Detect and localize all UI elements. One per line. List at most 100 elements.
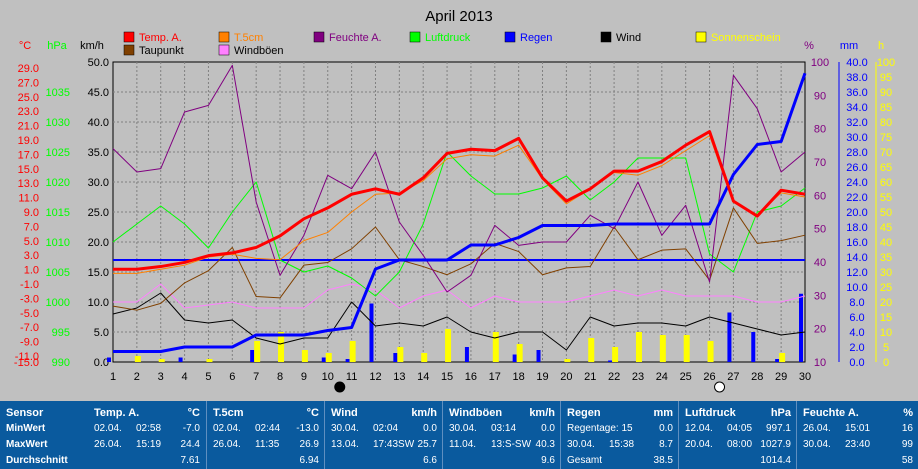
- sun-tick-label: 80: [880, 117, 892, 129]
- rain-tick-label: 38.0: [846, 72, 867, 84]
- series-line-temp-a-: [113, 130, 806, 271]
- temp-tick-label: -1.0: [20, 279, 39, 291]
- legend-label: Regen: [520, 32, 552, 44]
- legend-label: Taupunkt: [139, 45, 184, 57]
- sunshine-bar: [349, 341, 356, 362]
- stat-value: 16: [901, 423, 913, 434]
- rain-tick-label: 22.0: [846, 192, 867, 204]
- rain-bar: [250, 350, 255, 362]
- sensor-header: Sensor: [6, 407, 44, 419]
- pressure-tick-label: 1005: [46, 267, 70, 279]
- stat-time: 17:43SW: [373, 439, 415, 450]
- unit-label-sun: h: [878, 40, 884, 52]
- x-tick-label: 17: [489, 371, 501, 383]
- left-axes: 29.0 27.0 25.0 23.0 21.0 19.0 17.0 15.0 13.0 11.0…: [14, 57, 109, 369]
- x-tick-label: 15: [441, 371, 453, 383]
- sun-tick-label: 60: [880, 177, 892, 189]
- unit-label-rain: mm: [840, 40, 858, 52]
- legend-label: Wind: [616, 32, 641, 44]
- legend-swatch: [695, 31, 707, 43]
- temp-tick-label: 17.0: [18, 149, 39, 161]
- temp-tick-label: 29.0: [18, 63, 39, 75]
- sun-tick-label: 0: [883, 357, 889, 369]
- stat-date: 02.04.: [94, 423, 122, 434]
- stat-date: 26.04.: [94, 439, 122, 450]
- sun-tick-label: 100: [877, 57, 895, 69]
- stat-value: 0.0: [659, 423, 673, 434]
- x-tick-label: 22: [608, 371, 620, 383]
- rain-tick-label: 8.0: [849, 297, 864, 309]
- x-tick-label: 6: [229, 371, 235, 383]
- sunshine-bar: [445, 329, 452, 362]
- sun-tick-label: 95: [880, 72, 892, 84]
- stat-value: 99: [901, 439, 913, 450]
- legend-swatch: [409, 31, 421, 43]
- x-tick-label: 14: [417, 371, 429, 383]
- stat-header: Feuchte A.: [803, 407, 859, 419]
- legend-swatch: [218, 31, 230, 43]
- series-line-regen: [113, 72, 807, 353]
- stat-header: Regen: [567, 407, 601, 419]
- sunshine-bar: [278, 332, 285, 362]
- rain-bar: [799, 293, 803, 362]
- sun-tick-label: 55: [880, 192, 892, 204]
- stat-unit: mm: [653, 407, 673, 419]
- rain-tick-label: 36.0: [846, 87, 867, 99]
- temp-tick-label: 5.0: [24, 236, 39, 248]
- legend-label: Windböen: [234, 45, 284, 57]
- stat-value: 0.0: [541, 423, 555, 434]
- sun-tick-label: 70: [880, 147, 892, 159]
- wind-tick-label: 15.0: [88, 267, 109, 279]
- stat-value: 1027.9: [760, 439, 791, 450]
- stat-value: 0.0: [423, 423, 437, 434]
- sun-tick-label: 65: [880, 162, 892, 174]
- legend-label: T.5cm: [234, 32, 263, 44]
- x-tick-label: 28: [751, 371, 763, 383]
- x-tick-label: 16: [465, 371, 477, 383]
- stat-value: 58: [901, 455, 913, 466]
- stat-time: 23:40: [845, 439, 871, 450]
- stat-column-regen: Regen mm Regentage: 15 0.0 30.04. 15:38 8.7 Ges…: [560, 401, 679, 469]
- rain-tick-label: 0.0: [849, 357, 864, 369]
- new-moon-icon: [334, 381, 346, 393]
- x-axis: 1 2 3 4 5 6 7 8 9 10 11 12 13 14 15 16 17 18 19 20 21 22 23 24 2…: [110, 371, 811, 383]
- rain-tick-label: 6.0: [849, 312, 864, 324]
- stat-time: 15:01: [845, 423, 871, 434]
- sun-tick-label: 35: [880, 252, 892, 264]
- wind-tick-label: 40.0: [88, 117, 109, 129]
- temp-tick-label: -15.0: [14, 357, 39, 369]
- humidity-tick-label: 100: [811, 57, 829, 69]
- pressure-tick-label: 995: [52, 327, 70, 339]
- stat-unit: km/h: [529, 407, 555, 419]
- stat-time: 02:58: [136, 423, 162, 434]
- series-line-wind: [112, 292, 806, 351]
- rain-bar: [536, 350, 541, 362]
- axis-unit-labels: °C hPa km/h% mm h: [19, 40, 884, 52]
- temp-tick-label: -5.0: [20, 308, 39, 320]
- humidity-tick-label: 90: [814, 90, 826, 102]
- series-line-windb-en: [113, 283, 806, 309]
- stat-value: 6.94: [299, 455, 319, 466]
- rain-bar: [369, 303, 374, 362]
- x-tick-label: 1: [110, 371, 116, 383]
- x-tick-label: 13: [393, 371, 405, 383]
- x-tick-label: 2: [134, 371, 140, 383]
- stat-date: Gesamt: [567, 455, 603, 466]
- sunshine-bar: [492, 332, 499, 362]
- rain-bar: [107, 357, 111, 362]
- sunshine-bar: [588, 338, 595, 362]
- temp-tick-label: -7.0: [20, 322, 39, 334]
- stat-time: 08:00: [727, 439, 753, 450]
- wind-tick-label: 10.0: [88, 297, 109, 309]
- sunshine-bar: [158, 359, 165, 362]
- unit-label-pressure: hPa: [47, 40, 67, 52]
- sunshine-bar: [325, 353, 332, 362]
- rain-tick-label: 26.0: [846, 162, 867, 174]
- sensor-column: Sensor MinWert MaxWert Durchschnitt: [0, 401, 88, 469]
- stat-date: 02.04.: [213, 423, 241, 434]
- sun-tick-label: 25: [880, 282, 892, 294]
- stat-time: 15:38: [609, 439, 635, 450]
- stat-date: 30.04.: [331, 423, 359, 434]
- stat-time: 03:14: [491, 423, 517, 434]
- x-tick-label: 9: [301, 371, 307, 383]
